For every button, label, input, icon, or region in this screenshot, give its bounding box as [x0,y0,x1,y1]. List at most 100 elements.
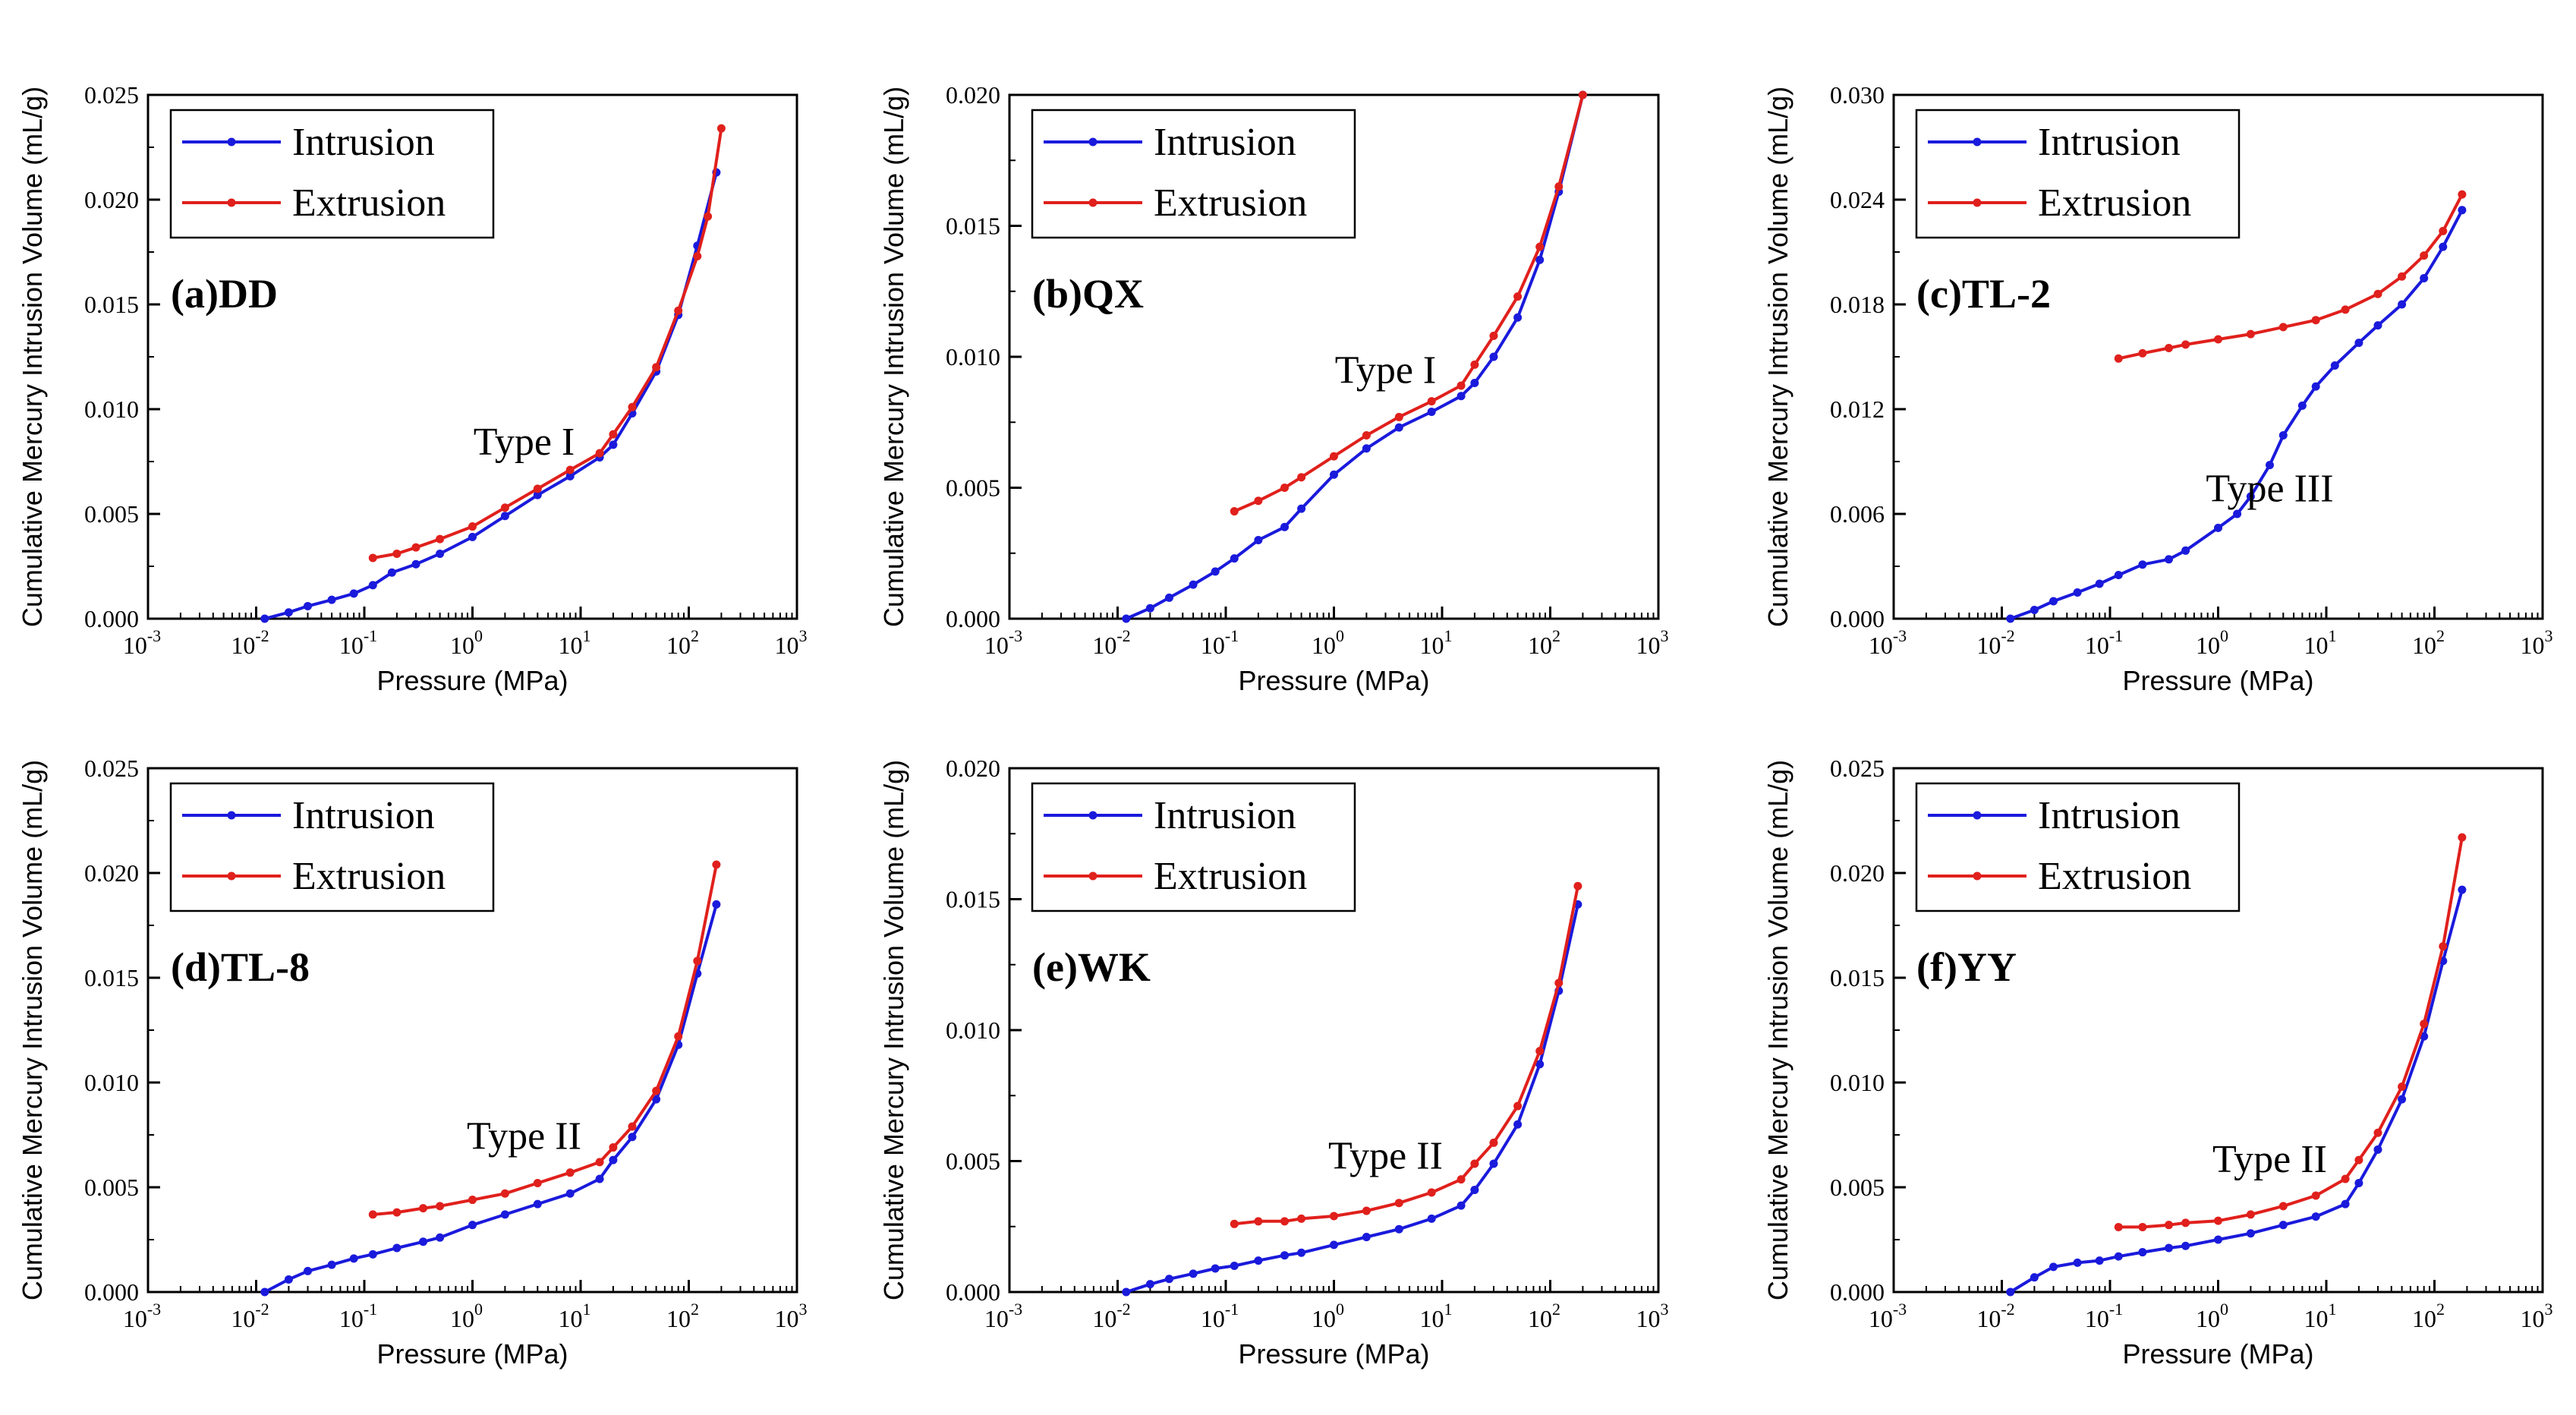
extrusion-point [2165,1221,2174,1230]
intrusion-point [284,608,293,617]
extrusion-point [2373,1128,2382,1137]
intrusion-point [1145,604,1154,613]
intrusion-point [1189,580,1198,589]
intrusion-point [2138,560,2147,569]
extrusion-point [1513,1101,1523,1111]
intrusion-point [260,614,269,623]
intrusion-point [1280,522,1290,531]
intrusion-point [1489,1159,1498,1168]
extrusion-point [2278,323,2288,332]
x-tick-label: 10-1 [2085,626,2123,659]
extrusion-point [392,549,402,558]
legend-swatch-marker [227,871,236,881]
intrusion-point [2458,885,2467,894]
intrusion-point [2006,1287,2015,1297]
legend-swatch-marker [1088,137,1097,147]
extrusion-point [716,124,726,133]
extrusion-point [2398,272,2407,281]
legend-label: Intrusion [292,794,435,837]
extrusion-point [368,1210,377,1219]
y-tick-label: 0.010 [84,1069,139,1096]
extrusion-point [2165,344,2174,352]
extrusion-point [2439,942,2448,951]
x-tick-label: 100 [2196,1300,2228,1332]
intrusion-point [500,512,509,521]
extrusion-point [565,1168,575,1177]
legend-label: Intrusion [292,121,435,164]
x-tick-label: 103 [1636,626,1669,659]
extrusion-point [609,430,618,439]
intrusion-point [2297,401,2307,410]
intrusion-point [1164,593,1173,602]
intrusion-point [419,1237,428,1246]
extrusion-point [1254,1217,1263,1226]
intrusion-point [500,1210,509,1219]
intrusion-point [1330,470,1338,479]
intrusion-point [1394,423,1403,432]
intrusion-point [411,559,420,569]
intrusion-point [2095,579,2104,588]
y-tick-label: 0.006 [1830,500,1885,528]
chart-panel-3: 10-3 10-2 10-1 100 101 102 103 0.000 0.006 0.012 0… [1762,81,2553,696]
extrusion-point [2246,329,2255,339]
x-axis-title: Pressure (MPa) [2122,665,2313,696]
legend: Intrusion Extrusion [1915,782,2241,912]
extrusion-point [2181,340,2190,349]
intrusion-point [1535,255,1545,264]
intrusion-point [1489,352,1498,361]
x-tick-label: 10-1 [1201,626,1239,659]
legend-box [169,782,495,912]
legend-box [1031,782,1356,912]
x-tick-label: 10-2 [1976,626,2014,659]
x-axis-title: Pressure (MPa) [1238,665,1429,696]
intrusion-point [628,1133,637,1142]
x-axis-title: Pressure (MPa) [376,665,568,696]
extrusion-point [652,1086,661,1095]
intrusion-point [2458,206,2467,215]
intrusion-point [436,549,445,558]
extrusion-point [1427,397,1436,406]
extrusion-point [1554,979,1564,988]
legend-label: Intrusion [2038,121,2181,164]
type-annotation: Type I [1335,348,1437,392]
intrusion-point [2006,614,2015,623]
intrusion-point [2341,1199,2350,1209]
extrusion-point [674,1032,683,1041]
x-tick-label: 100 [450,1300,483,1332]
y-tick-label: 0.000 [946,605,1000,632]
intrusion-point [2311,382,2320,391]
intrusion-point [565,471,575,481]
intrusion-point [2246,492,2255,501]
y-tick-label: 0.025 [84,755,139,782]
x-tick-label: 102 [2412,1300,2445,1332]
panel-label: (d)TL-8 [171,944,310,990]
legend-label: Intrusion [1154,121,1296,164]
extrusion-point [1280,484,1290,492]
x-tick-label: 10-1 [1201,1300,1239,1332]
intrusion-point [2114,571,2123,579]
extrusion-point [2354,1155,2363,1164]
y-tick-label: 0.000 [1830,1278,1885,1306]
extrusion-point [609,1143,618,1152]
intrusion-point [2165,1243,2174,1253]
extrusion-point [1470,1159,1479,1168]
y-tick-label: 0.025 [1830,755,1885,782]
intrusion-point [2420,274,2429,282]
intrusion-point [712,900,721,909]
y-tick-label: 0.030 [1830,81,1885,109]
intrusion-point [1280,1251,1290,1260]
legend-swatch-marker [1088,198,1097,207]
extrusion-point [2458,833,2467,842]
extrusion-point [2420,1019,2429,1029]
intrusion-point [2181,546,2190,555]
x-tick-label: 103 [2521,626,2553,659]
y-tick-label: 0.020 [84,859,139,887]
legend-swatch-marker [227,198,236,207]
y-axis-title: Cumulative Mercury Intrusion Volume (mL/… [17,760,48,1300]
x-tick-label: 102 [666,626,699,659]
extrusion-point [2138,1222,2147,1231]
intrusion-point [2030,606,2039,614]
intrusion-point [2030,1273,2039,1282]
y-tick-label: 0.024 [1830,186,1885,213]
type-annotation: Type I [474,421,575,464]
